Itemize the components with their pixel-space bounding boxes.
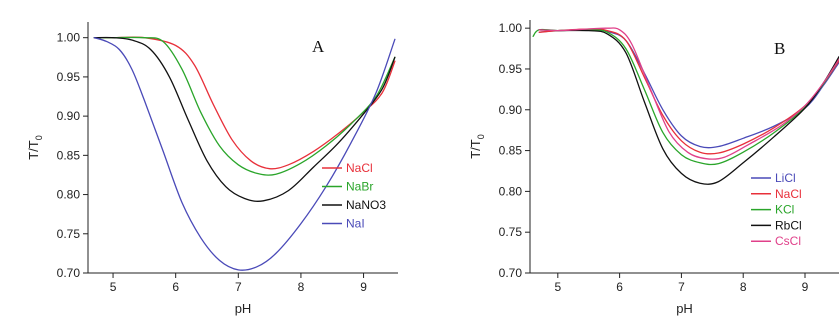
y-axis-title: T/T0 bbox=[26, 135, 44, 160]
x-tick-label: 6 bbox=[172, 280, 179, 294]
x-tick-label: 9 bbox=[802, 280, 809, 294]
series-line-nabr bbox=[93, 36, 396, 176]
legend-label: LiCl bbox=[775, 171, 796, 185]
x-tick-label: 8 bbox=[740, 280, 747, 294]
series-line-nacl bbox=[93, 36, 396, 170]
legend-label: CsCl bbox=[775, 234, 801, 248]
y-tick-label: 0.90 bbox=[57, 109, 81, 123]
chart-panel-a: 5 6 7 8 9 0.70 0.75 0.80 0.85 0.90 0.95 1.00 pH T/T0 A… bbox=[26, 22, 398, 316]
y-tick-label: 0.75 bbox=[57, 227, 81, 241]
y-tick-label: 0.80 bbox=[499, 184, 523, 198]
legend-label: KCl bbox=[775, 203, 794, 217]
panel-letter: A bbox=[312, 37, 325, 56]
y-tick-label: 0.95 bbox=[499, 62, 523, 76]
legend: NaCl NaBr NaNO3 NaI bbox=[322, 161, 386, 231]
y-tick-label: 1.00 bbox=[499, 21, 523, 35]
legend-label: NaBr bbox=[346, 180, 373, 194]
y-tick-label: 0.70 bbox=[57, 266, 81, 280]
series-line-rbcl bbox=[538, 29, 839, 185]
x-axis-title: pH bbox=[235, 301, 252, 316]
y-tick-label: 0.80 bbox=[57, 188, 81, 202]
x-tick-label: 8 bbox=[298, 280, 305, 294]
legend-label: NaI bbox=[346, 217, 365, 231]
y-tick-label: 1.00 bbox=[57, 31, 81, 45]
x-tick-label: 7 bbox=[678, 280, 685, 294]
x-tick-label: 7 bbox=[235, 280, 242, 294]
y-tick-label: 0.85 bbox=[499, 144, 523, 158]
y-tick-label: 0.85 bbox=[57, 148, 81, 162]
series-line-cscl bbox=[538, 27, 839, 160]
legend-label: NaCl bbox=[346, 161, 373, 175]
y-tick-label: 0.75 bbox=[499, 225, 523, 239]
series-line-nai bbox=[93, 37, 396, 271]
series-line-nacl bbox=[538, 28, 839, 155]
series-line-nano3 bbox=[93, 36, 396, 202]
panel-letter: B bbox=[774, 39, 785, 58]
legend-label: RbCl bbox=[775, 218, 802, 232]
x-axis-title: pH bbox=[676, 301, 693, 316]
legend-label: NaCl bbox=[775, 187, 802, 201]
y-axis-title: T/T0 bbox=[468, 134, 486, 159]
x-tick-label: 9 bbox=[360, 280, 367, 294]
y-tick-label: 0.70 bbox=[499, 266, 523, 280]
x-tick-label: 5 bbox=[554, 280, 561, 294]
series-line-licl bbox=[538, 29, 839, 149]
x-tick-label: 6 bbox=[616, 280, 623, 294]
x-tick-label: 5 bbox=[110, 280, 117, 294]
y-tick-label: 0.90 bbox=[499, 103, 523, 117]
chart-panel-b: 5 6 7 8 9 0.70 0.75 0.80 0.85 0.90 0.95 1.00 pH T/T0 B… bbox=[468, 20, 839, 316]
legend-label: NaNO3 bbox=[346, 198, 386, 212]
y-tick-label: 0.95 bbox=[57, 70, 81, 84]
